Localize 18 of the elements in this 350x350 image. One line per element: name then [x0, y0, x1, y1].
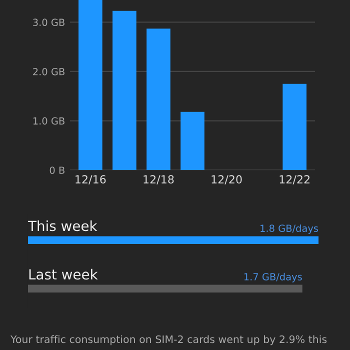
bar [180, 112, 204, 170]
x-tick-label: 12/18 [144, 175, 174, 184]
x-tick-label: 12/22 [280, 175, 310, 184]
y-tick-label: 2.0 GB [33, 68, 64, 76]
data-label: 1.8 GB/days [260, 224, 318, 234]
y-tick-label: 1.0 GB [33, 117, 64, 125]
y-tick-label: 3.0 GB [33, 18, 64, 26]
bar [146, 28, 170, 170]
category-label: This week [28, 220, 98, 232]
x-tick-label: 12/16 [76, 175, 106, 184]
category-label: Last week [29, 268, 98, 280]
bar [282, 84, 306, 170]
text: Your traffic consumption on SIM-2 cards went up by 2.9% this [10, 335, 327, 346]
x-tick-label: 12/20 [212, 175, 242, 184]
data-label: 1.7 GB/days [244, 272, 302, 282]
bar [78, 0, 102, 170]
bar [112, 10, 136, 170]
y-tick-label: 0 B [50, 166, 64, 174]
